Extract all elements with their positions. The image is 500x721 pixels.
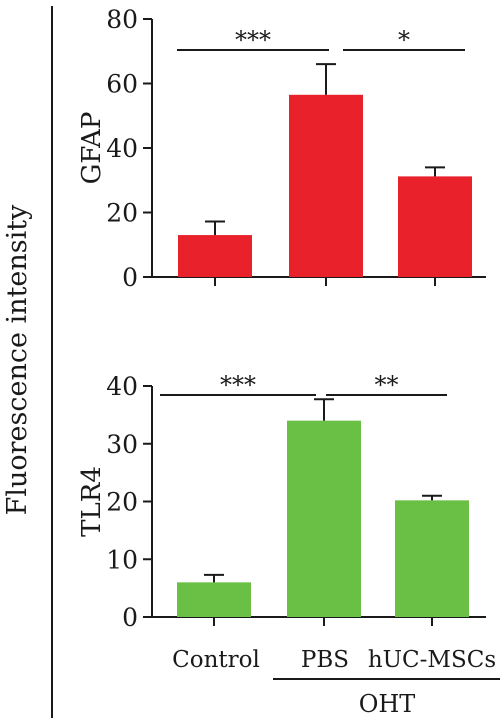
gfap-y-tick-label: 0	[122, 263, 138, 292]
gfap-significance-label: *	[398, 26, 410, 54]
tlr4-y-tick-label: 0	[122, 603, 138, 632]
x-label-control: Control	[172, 647, 260, 673]
x-label-pbs: PBS	[301, 647, 349, 673]
tlr4-y-tick-label: 30	[106, 430, 138, 459]
gfap-bar-pbs	[289, 94, 363, 277]
tlr4-y-axis-label: TLR4	[77, 466, 107, 537]
gfap-y-tick-label: 40	[106, 134, 138, 163]
tlr4-significance-label: ***	[220, 371, 256, 399]
tlr4-significance-label: **	[375, 371, 399, 399]
oht-group-label: OHT	[359, 690, 416, 718]
tlr4-y-tick-label: 40	[106, 372, 138, 401]
tlr4-y-tick-label: 20	[106, 488, 138, 517]
x-axis-labels: Control PBS hUC-MSCs	[172, 647, 496, 673]
tlr4-bar-control	[177, 582, 251, 617]
gfap-significance-label: ***	[235, 26, 271, 54]
tlr4-y-tick-label: 10	[106, 545, 138, 574]
gfap-y-tick-label: 60	[106, 70, 138, 99]
tlr4-bar-pbs	[287, 420, 361, 617]
gfap-y-tick-label: 80	[106, 5, 138, 34]
gfap-y-axis-label: GFAP	[77, 112, 107, 185]
x-label-huc-mscs: hUC-MSCs	[368, 647, 496, 673]
gfap-bar-huc-mscs	[398, 176, 472, 277]
gfap-y-tick-label: 20	[106, 199, 138, 228]
side-label: Fluorescence intensity	[2, 204, 33, 516]
gfap-bar-control	[178, 235, 252, 277]
tlr4-bar-huc-mscs	[395, 500, 469, 617]
